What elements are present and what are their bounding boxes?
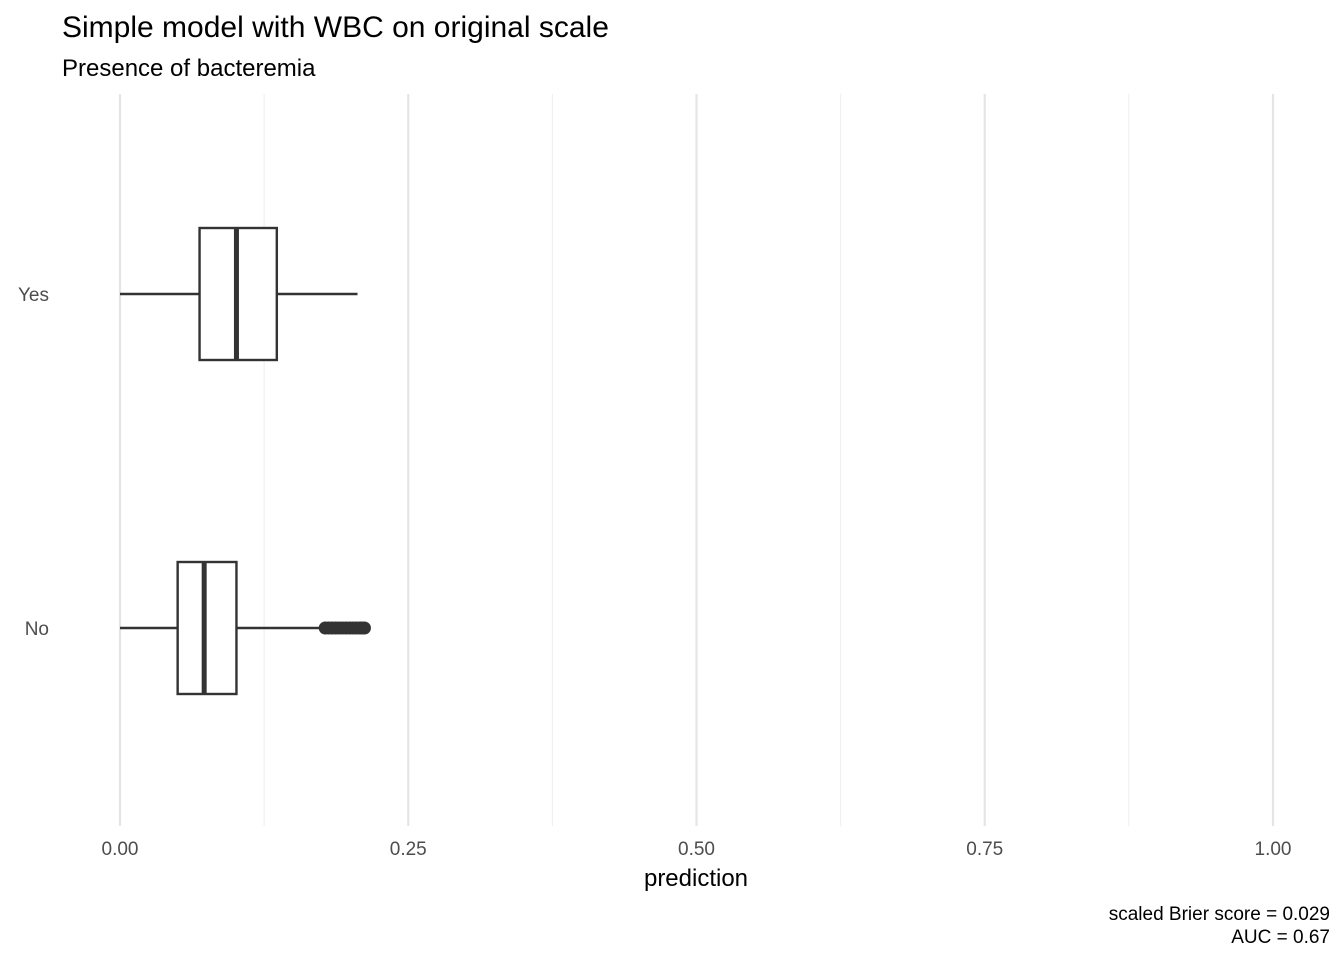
caption-brier: scaled Brier score = 0.029 [1109, 904, 1330, 925]
y-tick-label: No [25, 619, 49, 640]
box-yes [120, 226, 358, 362]
grid-lines [118, 94, 1275, 826]
x-tick-label: 0.00 [102, 839, 139, 860]
boxes [120, 226, 371, 696]
x-tick-labels: 0.00 0.25 0.50 0.75 1.00 [102, 839, 1292, 860]
y-tick-label: Yes [18, 285, 49, 306]
y-tick-labels: Yes No [18, 285, 49, 640]
outlier-point [357, 621, 371, 635]
x-tick-label: 0.25 [390, 839, 427, 860]
chart-title: Simple model with WBC on original scale [62, 11, 609, 44]
caption-auc: AUC = 0.67 [1231, 927, 1330, 948]
x-tick-label: 1.00 [1255, 839, 1292, 860]
x-tick-label: 0.50 [678, 839, 715, 860]
box-no [120, 560, 371, 696]
x-axis-title: prediction [644, 865, 748, 892]
x-tick-label: 0.75 [966, 839, 1003, 860]
chart-subtitle: Presence of bacteremia [62, 55, 316, 82]
box-iqr [176, 560, 238, 696]
